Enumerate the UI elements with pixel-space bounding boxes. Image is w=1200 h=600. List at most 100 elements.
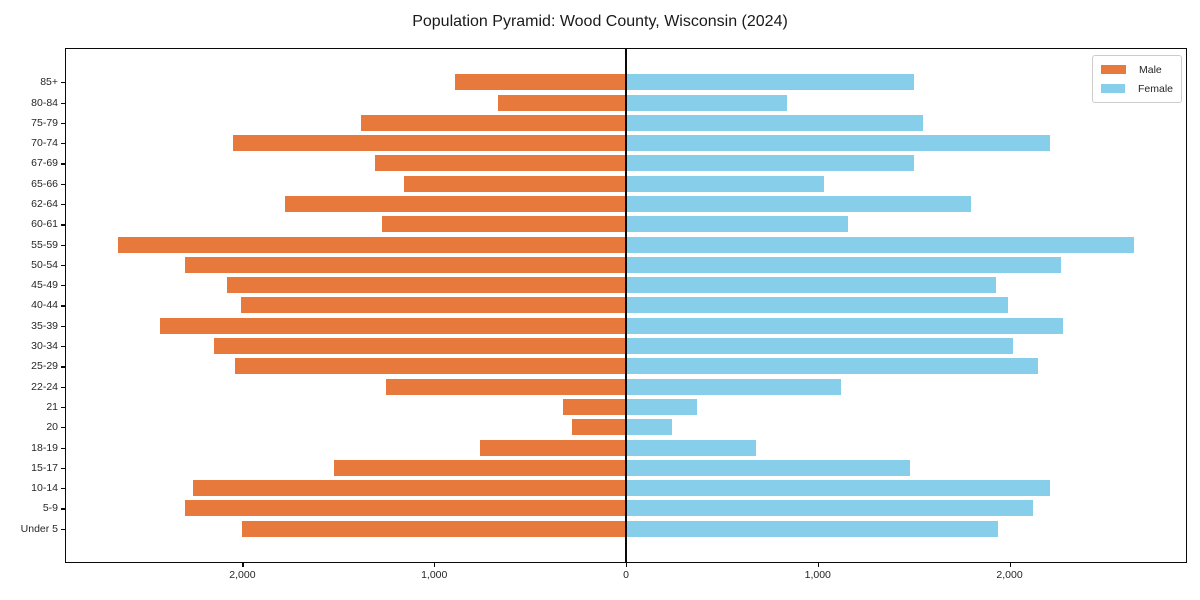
y-tick-label: 80-84	[31, 96, 58, 109]
y-tick-label: 15-17	[31, 461, 58, 474]
male-bar-20	[572, 419, 626, 436]
male-bar-80-84	[497, 94, 626, 111]
male-bar-30-34	[213, 338, 626, 355]
y-tick-label: Under 5	[20, 522, 58, 535]
male-bar-67-69	[374, 155, 626, 172]
male-bar-5-9	[184, 500, 626, 517]
chart-title: Population Pyramid: Wood County, Wiscons…	[412, 13, 788, 30]
y-tick-label: 21	[46, 400, 58, 413]
y-tick	[61, 82, 65, 84]
male-bar-35-39	[159, 317, 626, 334]
x-tick	[242, 563, 244, 567]
x-tick-label: 1,000	[421, 569, 448, 581]
female-legend-swatch	[1101, 84, 1125, 93]
x-tick	[817, 563, 819, 567]
y-tick-label: 60-61	[31, 218, 58, 231]
legend-entry-male: Male	[1101, 63, 1173, 76]
y-tick	[61, 346, 65, 348]
y-tick	[61, 183, 65, 185]
y-tick-label: 10-14	[31, 482, 58, 495]
x-tick	[626, 563, 628, 567]
male-bar-15-17	[334, 459, 626, 476]
y-tick	[61, 406, 65, 409]
legend-entry-female: Female	[1101, 82, 1173, 95]
x-tick-label: 2,000	[229, 569, 256, 581]
male-bar-65-66	[403, 175, 626, 192]
y-tick	[61, 528, 65, 530]
female-bar-20	[626, 419, 673, 436]
female-bar-40-44	[626, 297, 1008, 314]
y-tick-label: 45-49	[31, 279, 58, 292]
plot-area: Male Female	[65, 48, 1187, 563]
x-tick	[1009, 563, 1011, 567]
y-tick	[61, 204, 65, 206]
female-bar-15-17	[626, 459, 910, 476]
female-bar-18-19	[626, 439, 757, 456]
female-bar-80-84	[626, 94, 788, 111]
female-bar-30-34	[626, 338, 1014, 355]
y-tick-label: 85+	[40, 76, 58, 89]
female-bar-10-14	[626, 480, 1050, 497]
male-bar-22-24	[386, 378, 626, 395]
y-tick-label: 25-29	[31, 360, 58, 373]
male-bar-Under 5	[242, 520, 626, 537]
y-tick-label: 20	[46, 421, 58, 434]
x-tick-label: 1,000	[804, 569, 831, 581]
male-bar-10-14	[192, 480, 626, 497]
y-tick	[61, 122, 65, 125]
female-bar-45-49	[626, 277, 997, 294]
male-bar-85+	[455, 74, 626, 91]
zero-axis-line	[625, 49, 627, 562]
y-tick-label: 70-74	[31, 137, 58, 150]
female-bar-50-54	[626, 256, 1062, 273]
female-bar-5-9	[626, 500, 1033, 517]
male-legend-label: Male	[1139, 63, 1162, 76]
y-tick	[61, 143, 65, 145]
y-tick	[61, 447, 65, 449]
male-legend-swatch	[1101, 65, 1126, 74]
y-tick	[61, 366, 65, 368]
y-tick-label: 55-59	[31, 238, 58, 251]
female-bar-67-69	[626, 155, 914, 172]
y-tick	[61, 427, 65, 429]
x-tick	[434, 563, 436, 567]
male-bar-60-61	[382, 216, 626, 233]
female-bar-Under 5	[626, 520, 999, 537]
female-bar-85+	[626, 74, 914, 91]
female-bar-70-74	[626, 135, 1050, 152]
y-tick-label: 50-54	[31, 258, 58, 271]
x-tick-label: 0	[623, 569, 629, 581]
male-bar-18-19	[480, 439, 626, 456]
male-bar-75-79	[361, 114, 626, 131]
y-tick	[61, 508, 65, 510]
female-bar-55-59	[626, 236, 1135, 253]
legend: Male Female	[1092, 55, 1182, 103]
female-bar-22-24	[626, 378, 841, 395]
y-tick	[61, 102, 65, 104]
y-tick-label: 35-39	[31, 319, 58, 332]
x-tick-label: 2,000	[996, 569, 1023, 581]
female-bar-35-39	[626, 317, 1064, 334]
y-tick-label: 62-64	[31, 198, 58, 211]
female-bar-62-64	[626, 196, 972, 213]
male-bar-21	[562, 398, 626, 415]
y-tick	[61, 285, 65, 287]
y-tick	[61, 488, 65, 490]
y-tick	[61, 325, 65, 327]
female-bar-75-79	[626, 114, 924, 131]
y-tick-label: 22-24	[31, 380, 58, 393]
y-tick	[61, 386, 65, 388]
y-tick-label: 40-44	[31, 299, 58, 312]
male-bar-70-74	[232, 135, 626, 152]
y-tick	[61, 305, 65, 307]
y-tick-label: 65-66	[31, 177, 58, 190]
y-tick-label: 30-34	[31, 340, 58, 353]
y-tick	[61, 163, 65, 165]
male-bar-62-64	[284, 196, 626, 213]
female-bar-65-66	[626, 175, 824, 192]
female-bar-21	[626, 398, 697, 415]
y-tick	[61, 244, 65, 246]
male-bar-55-59	[117, 236, 626, 253]
y-tick-label: 18-19	[31, 441, 58, 454]
